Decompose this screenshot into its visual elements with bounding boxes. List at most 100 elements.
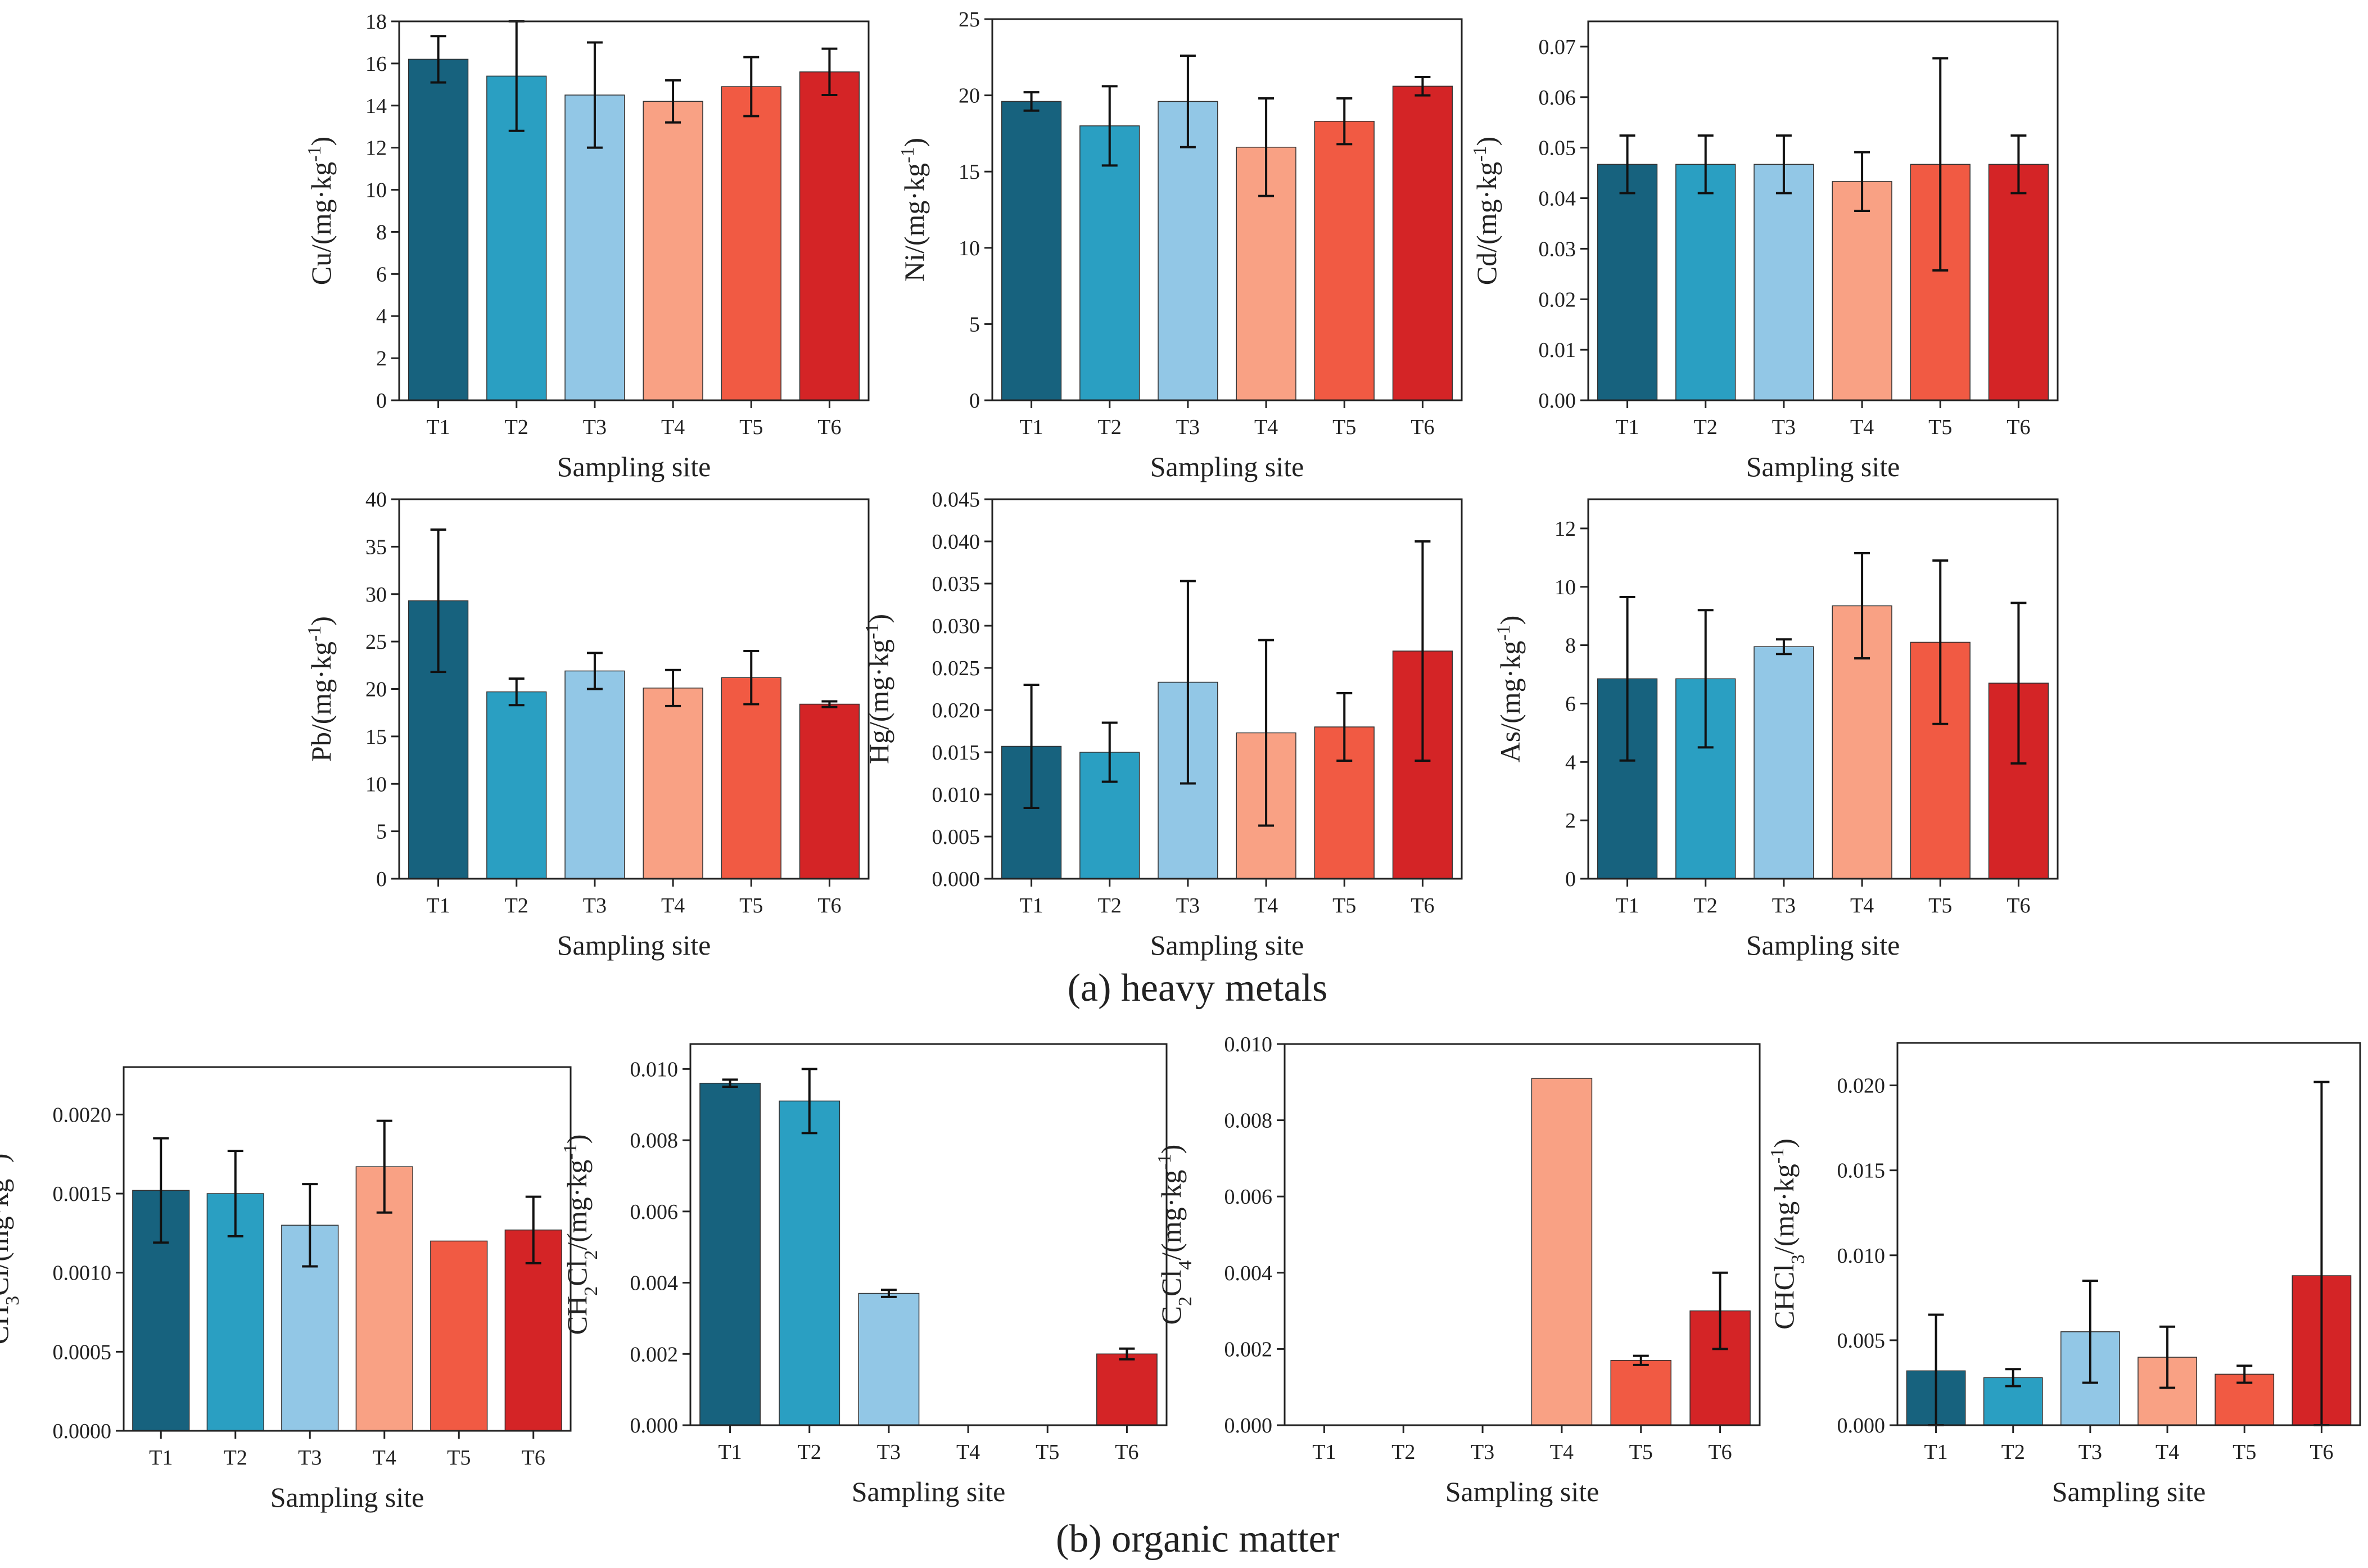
y-tick-label-c2cl4: 0.008: [1224, 1109, 1273, 1133]
error-bar-cd-T5: [1932, 57, 1949, 272]
x-tick-label-ni-T6: T6: [1411, 415, 1434, 439]
error-bar-cd-T6: [2010, 134, 2027, 195]
chart-ch3cl: 0.0000 0.0005 0.0010 0.0015 0.0020 T1 T2 T3 T4 T5…: [0, 1066, 572, 1513]
plot-frame-ch2cl2: [689, 1043, 1168, 1426]
y-tick-label-chcl3: 0.020: [1837, 1074, 1886, 1098]
x-tick-label-c2cl4-T6: T6: [1708, 1440, 1732, 1464]
x-tick-label-ch3cl-T3: T3: [298, 1446, 322, 1470]
x-tick-label-c2cl4-T3: T3: [1471, 1440, 1494, 1464]
error-bar-cu-T6: [821, 47, 838, 97]
chart-pb: 0 5 10 15 20 25 30 35 40 T1 T2 T3 T4 T5 T6 Sampling sit…: [304, 488, 870, 961]
error-bar-ni-T6: [1415, 76, 1431, 97]
x-tick-label-ch3cl-T6: T6: [522, 1446, 545, 1470]
y-tick-label-pb: 40: [365, 488, 387, 512]
error-bar-cd-T4: [1854, 151, 1870, 212]
y-tick-label-ni: 25: [959, 8, 980, 31]
y-tick-label-ni: 10: [959, 237, 980, 260]
bar-cd-T2: [1675, 164, 1736, 401]
error-bar-pb-T3: [586, 652, 603, 690]
x-tick-label-cd-T3: T3: [1772, 415, 1796, 439]
y-tick-label-as: 6: [1565, 692, 1576, 716]
y-tick-label-ch3cl: 0.0005: [53, 1340, 112, 1364]
bar-ch2cl2-T6: [1096, 1353, 1158, 1426]
error-bar-ch3cl-T3: [302, 1183, 318, 1268]
plot-frame-cd: [1587, 20, 2059, 401]
y-tick-label-cu: 10: [365, 179, 387, 202]
y-tick-label-chcl3: 0.005: [1837, 1329, 1886, 1353]
error-bar-ch2cl2-T2: [801, 1068, 817, 1135]
chart-cu: 0 2 4 6 8 10 12 14 16 18 T1 T2 T3 T4 T5 T6 Sampling site…: [304, 10, 870, 482]
y-axis-label-ch2cl2: CH2Cl2/(mg·kg-1): [560, 1135, 602, 1335]
y-axis-label-hg: Hg/(mg·kg-1): [862, 614, 895, 764]
bar-pb-T4: [643, 688, 703, 879]
y-tick-label-pb: 0: [376, 867, 387, 891]
plot-frame-ni: [991, 18, 1463, 401]
x-tick-label-ch2cl2-T1: T1: [718, 1440, 742, 1464]
y-tick-label-cu: 16: [365, 52, 387, 76]
y-tick-label-ni: 20: [959, 84, 980, 108]
x-tick-label-as-T6: T6: [2007, 894, 2030, 918]
bar-cu-T1: [408, 58, 469, 401]
x-axis-label-cu: Sampling site: [557, 451, 711, 482]
error-bar-ch3cl-T4: [376, 1119, 392, 1214]
y-tick-label-ni: 0: [969, 389, 980, 413]
x-tick-label-hg-T3: T3: [1176, 894, 1200, 918]
x-tick-label-as-T4: T4: [1850, 894, 1874, 918]
bar-pb-T6: [799, 703, 860, 879]
x-tick-label-cd-T4: T4: [1850, 415, 1874, 439]
plot-frame-cu: [398, 20, 870, 401]
bar-ch2cl2-T1: [699, 1082, 761, 1426]
error-bar-pb-T6: [821, 700, 838, 708]
x-tick-label-cd-T5: T5: [1928, 415, 1952, 439]
x-tick-label-hg-T1: T1: [1019, 894, 1043, 918]
error-bar-cu-T3: [586, 41, 603, 149]
y-tick-label-ch2cl2: 0.006: [630, 1200, 679, 1224]
x-axis-label-hg: Sampling site: [1150, 929, 1304, 961]
y-tick-label-cu: 14: [365, 94, 387, 118]
error-bar-chcl3-T2: [2005, 1368, 2021, 1388]
x-tick-label-cu-T6: T6: [817, 415, 841, 439]
error-bar-ni-T4: [1258, 97, 1275, 197]
x-tick-label-ch2cl2-T4: T4: [956, 1440, 980, 1464]
bar-chcl3-T5: [2215, 1373, 2275, 1426]
y-tick-label-ch2cl2: 0.000: [630, 1414, 679, 1438]
error-bar-as-T6: [2010, 602, 2027, 765]
x-tick-label-chcl3-T3: T3: [2078, 1440, 2102, 1464]
error-bar-pb-T1: [430, 528, 446, 674]
error-bar-hg-T1: [1023, 684, 1040, 809]
error-bar-as-T3: [1775, 638, 1792, 656]
error-bar-ch3cl-T6: [525, 1195, 541, 1264]
x-tick-label-ch2cl2-T2: T2: [798, 1440, 821, 1464]
x-tick-label-as-T3: T3: [1772, 894, 1796, 918]
error-bar-hg-T4: [1258, 639, 1275, 827]
y-tick-label-pb: 10: [365, 772, 387, 796]
x-tick-label-chcl3-T6: T6: [2310, 1440, 2333, 1464]
bar-ni-T5: [1314, 120, 1375, 401]
bar-cd-T6: [1988, 164, 2049, 401]
x-tick-label-pb-T6: T6: [817, 894, 841, 918]
x-tick-label-ch3cl-T5: T5: [447, 1446, 471, 1470]
y-tick-label-ch2cl2: 0.004: [630, 1272, 679, 1295]
x-axis-label-ch2cl2: Sampling site: [852, 1476, 1006, 1507]
y-tick-label-pb: 25: [365, 630, 387, 654]
x-tick-label-ni-T5: T5: [1332, 415, 1356, 439]
y-tick-label-as: 8: [1565, 634, 1576, 658]
y-axis-label-pb: Pb/(mg·kg-1): [304, 616, 337, 762]
y-tick-label-cu: 0: [376, 389, 387, 413]
y-tick-label-c2cl4: 0.004: [1224, 1262, 1273, 1285]
plot-frame-chcl3: [1896, 1042, 2361, 1426]
bar-ch2cl2-T3: [858, 1293, 920, 1426]
y-axis-label-cu: Cu/(mg·kg-1): [304, 137, 337, 285]
error-bar-ni-T3: [1180, 55, 1196, 148]
y-tick-label-hg: 0.010: [932, 783, 980, 807]
x-tick-label-pb-T3: T3: [583, 894, 607, 918]
y-tick-label-pb: 30: [365, 583, 387, 607]
x-tick-label-c2cl4-T1: T1: [1312, 1440, 1336, 1464]
y-tick-label-ch2cl2: 0.010: [630, 1058, 679, 1081]
y-tick-label-ni: 15: [959, 160, 980, 184]
x-axis-label-ch3cl: Sampling site: [270, 1481, 424, 1513]
x-tick-label-as-T2: T2: [1694, 894, 1718, 918]
y-tick-label-c2cl4: 0.000: [1224, 1414, 1273, 1438]
x-tick-label-cu-T5: T5: [739, 415, 763, 439]
y-tick-label-ch2cl2: 0.002: [630, 1343, 679, 1366]
